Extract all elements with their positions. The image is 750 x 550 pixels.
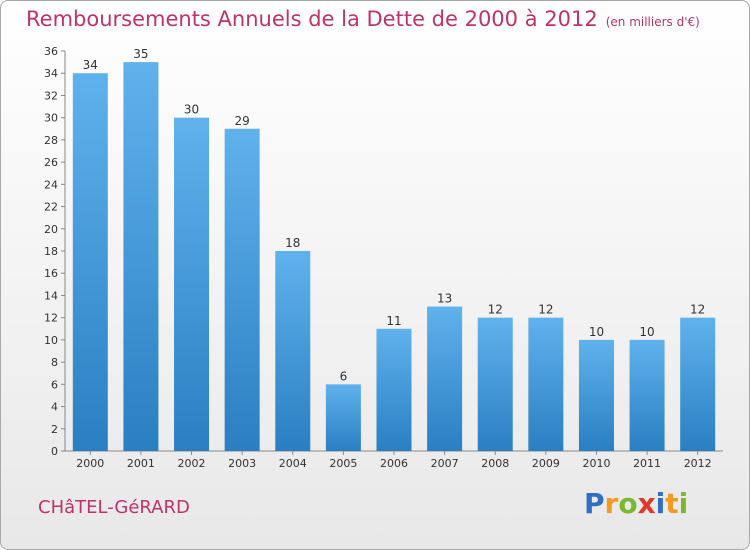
bar xyxy=(275,251,311,451)
x-tick-label: 2000 xyxy=(76,457,104,470)
y-tick-label: 26 xyxy=(44,156,58,169)
x-tick-label: 2007 xyxy=(431,457,459,470)
x-tick-label: 2001 xyxy=(127,457,155,470)
logo-letter: o xyxy=(618,487,638,520)
bar xyxy=(376,328,412,451)
y-tick-label: 10 xyxy=(44,334,58,347)
bar xyxy=(325,384,361,451)
bar xyxy=(427,306,463,451)
x-tick-label: 2006 xyxy=(380,457,408,470)
bar-value-label: 13 xyxy=(437,292,452,306)
chart-title-text: Remboursements Annuels de la Dette de 20… xyxy=(26,7,598,31)
x-tick-label: 2002 xyxy=(178,457,206,470)
bar xyxy=(578,339,614,451)
logo-letter: r xyxy=(604,487,619,520)
bar-value-label: 30 xyxy=(184,103,199,117)
bar xyxy=(72,73,108,451)
bar-value-label: 18 xyxy=(285,236,300,250)
y-tick-label: 6 xyxy=(51,378,58,391)
bar-value-label: 6 xyxy=(340,369,348,383)
x-tick-label: 2008 xyxy=(481,457,509,470)
bar-value-label: 12 xyxy=(488,303,503,317)
x-tick-label: 2005 xyxy=(329,457,357,470)
x-tick-label: 2012 xyxy=(684,457,712,470)
bar-value-label: 12 xyxy=(690,303,705,317)
y-tick-label: 20 xyxy=(44,223,58,236)
y-tick-label: 36 xyxy=(44,45,58,58)
x-tick-label: 2011 xyxy=(633,457,661,470)
bar xyxy=(174,117,210,452)
bar xyxy=(629,339,665,451)
bar-value-label: 11 xyxy=(386,314,401,328)
bar-value-label: 34 xyxy=(83,58,98,72)
bar xyxy=(224,128,260,451)
bar xyxy=(528,317,564,451)
logo-letter: t xyxy=(665,487,679,520)
y-tick-label: 2 xyxy=(51,423,58,436)
logo-letter: x xyxy=(637,487,656,520)
x-tick-label: 2004 xyxy=(279,457,307,470)
logo-letter: i xyxy=(655,487,666,520)
x-tick-label: 2010 xyxy=(582,457,610,470)
x-tick-label: 2009 xyxy=(532,457,560,470)
y-tick-label: 18 xyxy=(44,245,58,258)
town-name: CHâTEL-GéRARD xyxy=(38,497,190,518)
y-tick-label: 22 xyxy=(44,201,58,214)
bar xyxy=(123,62,159,451)
bar-value-label: 35 xyxy=(133,47,148,61)
logo-letter: i xyxy=(678,487,689,520)
y-tick-label: 8 xyxy=(51,356,58,369)
chart-title: Remboursements Annuels de la Dette de 20… xyxy=(26,7,700,31)
proxiti-logo: Proxiti xyxy=(584,487,688,520)
y-tick-label: 16 xyxy=(44,267,58,280)
y-tick-label: 34 xyxy=(44,67,58,80)
bar-value-label: 10 xyxy=(589,325,604,339)
y-tick-label: 32 xyxy=(44,89,58,102)
logo-letter: P xyxy=(584,487,605,520)
bar xyxy=(477,317,513,451)
bar-value-label: 12 xyxy=(538,303,553,317)
y-tick-label: 12 xyxy=(44,312,58,325)
y-tick-label: 0 xyxy=(51,445,58,458)
bar xyxy=(680,317,716,451)
y-tick-label: 28 xyxy=(44,134,58,147)
bar-value-label: 10 xyxy=(639,325,654,339)
y-tick-label: 14 xyxy=(44,289,58,302)
y-tick-label: 4 xyxy=(51,401,58,414)
bar-value-label: 29 xyxy=(235,114,250,128)
y-tick-label: 30 xyxy=(44,112,58,125)
x-tick-label: 2003 xyxy=(228,457,256,470)
chart-subtitle: (en milliers d'€) xyxy=(605,15,700,29)
y-tick-label: 24 xyxy=(44,178,58,191)
